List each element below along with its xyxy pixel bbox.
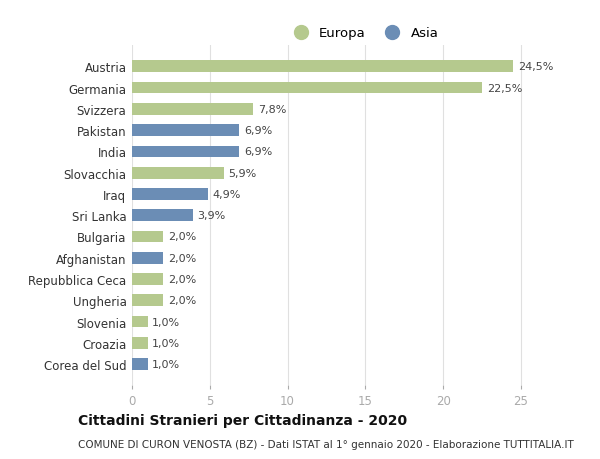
Bar <box>132 231 163 243</box>
Bar <box>132 295 163 307</box>
Bar <box>132 62 513 73</box>
Text: 6,9%: 6,9% <box>244 126 272 136</box>
Legend: Europa, Asia: Europa, Asia <box>282 22 444 45</box>
Text: 1,0%: 1,0% <box>152 359 181 369</box>
Bar <box>132 337 148 349</box>
Bar <box>132 316 148 328</box>
Text: 2,0%: 2,0% <box>168 274 196 285</box>
Text: 6,9%: 6,9% <box>244 147 272 157</box>
Bar <box>132 252 163 264</box>
Bar <box>132 146 239 158</box>
Text: 1,0%: 1,0% <box>152 317 181 327</box>
Bar <box>132 210 193 222</box>
Bar <box>132 168 224 179</box>
Text: Cittadini Stranieri per Cittadinanza - 2020: Cittadini Stranieri per Cittadinanza - 2… <box>78 414 407 428</box>
Bar <box>132 83 482 94</box>
Bar <box>132 104 253 116</box>
Text: 7,8%: 7,8% <box>258 105 286 115</box>
Bar <box>132 125 239 137</box>
Text: 22,5%: 22,5% <box>487 84 522 93</box>
Text: 2,0%: 2,0% <box>168 232 196 242</box>
Text: 24,5%: 24,5% <box>518 62 553 72</box>
Bar <box>132 358 148 370</box>
Text: 1,0%: 1,0% <box>152 338 181 348</box>
Text: 3,9%: 3,9% <box>197 211 226 221</box>
Bar <box>132 189 208 200</box>
Text: 4,9%: 4,9% <box>213 190 241 200</box>
Text: COMUNE DI CURON VENOSTA (BZ) - Dati ISTAT al 1° gennaio 2020 - Elaborazione TUTT: COMUNE DI CURON VENOSTA (BZ) - Dati ISTA… <box>78 440 574 449</box>
Text: 5,9%: 5,9% <box>229 168 257 178</box>
Text: 2,0%: 2,0% <box>168 296 196 306</box>
Bar <box>132 274 163 285</box>
Text: 2,0%: 2,0% <box>168 253 196 263</box>
